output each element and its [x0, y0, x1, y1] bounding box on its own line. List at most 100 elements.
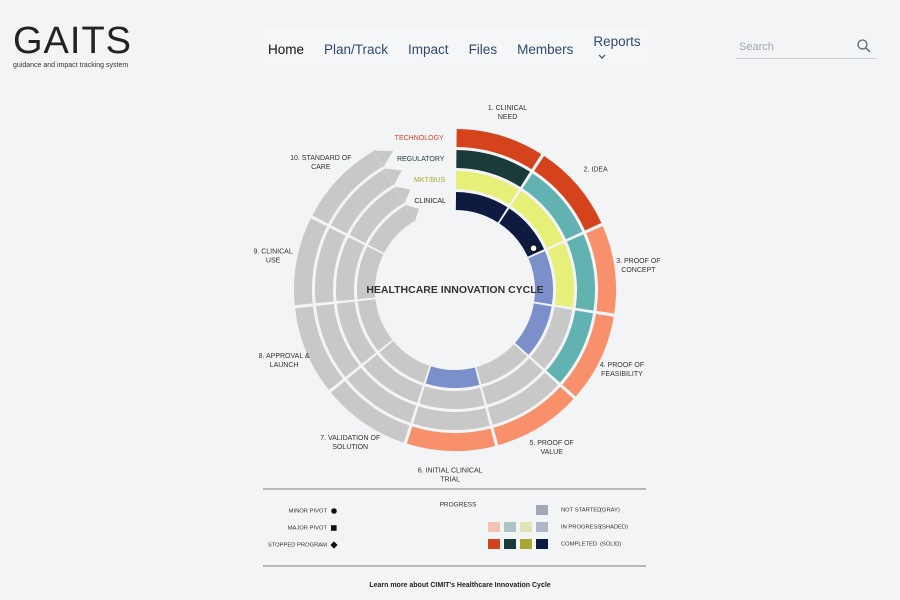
ring-segment	[547, 242, 574, 308]
ring-segment	[315, 227, 346, 304]
ring-segment	[347, 367, 417, 423]
marker-label: MINOR PIVOT	[289, 509, 328, 515]
stage-label: CONCEPT	[621, 267, 656, 274]
ring-segment	[522, 173, 583, 240]
nav-link[interactable]: Home	[268, 42, 304, 57]
ring-label: CLINICAL	[414, 198, 446, 205]
chevron	[598, 54, 606, 59]
stage-label: USE	[266, 258, 281, 265]
nav-link[interactable]: Members	[517, 42, 573, 57]
stage-label: 5. PROOF OF	[529, 440, 573, 447]
legend-title: PROGRESS	[440, 502, 478, 509]
logo-text: GAITS	[13, 20, 133, 62]
ring-segment	[455, 192, 508, 223]
ring-segment	[330, 169, 393, 234]
stage-label: CARE	[311, 164, 331, 171]
stage-label: 1. CLINICAL	[488, 105, 527, 112]
legend-swatch	[504, 539, 516, 549]
nav-link[interactable]: Files	[469, 42, 498, 57]
ring-segment	[510, 190, 564, 248]
nav-label: Files	[468, 41, 498, 57]
marker-icon	[331, 508, 337, 514]
legend-label: NOT STARTED	[561, 508, 601, 514]
marker-label: STOPPED PROGRAM	[268, 543, 327, 549]
ring-label: MKT/BUS	[414, 177, 445, 184]
stage-label: 2. IDEA	[584, 167, 608, 174]
ring-segment	[295, 306, 343, 391]
nav-label: Plan/Track	[324, 41, 389, 57]
footer-link[interactable]: Learn more about CIMIT's Healthcare Inno…	[369, 582, 550, 589]
ring-segment	[499, 208, 545, 257]
legend-label: IN PROGRESS	[561, 525, 601, 531]
ring-segment	[349, 187, 404, 244]
ring-arrow	[404, 204, 419, 222]
ring-segment	[528, 251, 553, 305]
ring-segment	[368, 205, 415, 253]
ring-segment	[566, 234, 595, 311]
logo[interactable]: GAITS guidance and impact tracking syste…	[13, 22, 132, 69]
ring-segment	[586, 226, 616, 314]
stage-label: 7. VALIDATION OF	[320, 435, 380, 442]
nav-label: Reports	[593, 34, 641, 49]
legend-note: (SOLID)	[600, 542, 621, 548]
marker-label: MAJOR PIVOT	[288, 526, 328, 532]
ring-segment	[357, 299, 393, 351]
ring-segment	[413, 406, 490, 430]
legend-swatch	[488, 539, 500, 549]
stage-label: SOLUTION	[332, 444, 368, 451]
ring-segment	[312, 151, 383, 224]
ring-segment	[493, 386, 574, 446]
legend-swatch	[536, 522, 548, 532]
ring-segment	[456, 129, 542, 170]
ring-segment	[530, 306, 573, 369]
ring-arrow	[372, 150, 394, 168]
legend-swatch	[504, 522, 516, 532]
search-icon[interactable]	[856, 38, 872, 54]
stage-label: 9. CLINICAL	[253, 249, 292, 256]
ring-segment	[476, 344, 528, 385]
stage-label: 4. PROOF OF	[600, 362, 644, 369]
ring-segment	[294, 218, 327, 306]
legend-swatch	[536, 539, 548, 549]
ring-segment	[379, 340, 430, 383]
nav-link[interactable]: Plan/Track	[324, 42, 388, 57]
main-nav: Home Plan/Track Impact Files Members Reports	[258, 28, 648, 70]
ring-segment	[315, 304, 360, 377]
ring-segment	[357, 246, 384, 300]
ring-segment	[336, 301, 376, 364]
nav-label: Home	[268, 41, 305, 57]
diagram-title: HEALTHCARE INNOVATION CYCLE	[366, 284, 543, 296]
ring-segment	[363, 354, 423, 403]
ring-label: REGULATORY	[397, 156, 445, 163]
ring-segment	[534, 155, 602, 231]
legend-swatch	[536, 505, 548, 515]
legend-swatch	[520, 522, 532, 532]
marker-icon	[331, 525, 337, 531]
search-placeholder: Search	[739, 41, 774, 53]
logo-tagline: guidance and impact tracking system	[13, 62, 129, 69]
search-box[interactable]: Search	[736, 36, 876, 59]
ring-segment	[330, 381, 410, 443]
stage-label: FEASIBILITY	[601, 371, 643, 378]
ring-segment	[456, 171, 519, 205]
legend-note: (SHADED)	[600, 525, 628, 531]
nav-link[interactable]: Impact	[408, 42, 449, 57]
nav-link[interactable]: Reports	[593, 34, 641, 64]
ring-segment	[406, 426, 496, 451]
ring-arrow	[383, 168, 402, 186]
ring-segment	[546, 310, 594, 383]
stage-label: 6. INITIAL CLINICAL	[418, 467, 483, 474]
legend-swatch	[488, 522, 500, 532]
ring-segment	[515, 303, 552, 355]
ring-segment	[487, 372, 559, 425]
ring-segment	[562, 313, 614, 397]
marker-icon	[330, 541, 338, 549]
ring-segment	[482, 358, 543, 405]
minor-pivot	[529, 243, 538, 253]
stage-label: TRIAL	[440, 476, 460, 483]
ring-segment	[425, 366, 480, 388]
ring-segment	[419, 386, 485, 409]
stage-label: 3. PROOF OF	[616, 258, 660, 265]
